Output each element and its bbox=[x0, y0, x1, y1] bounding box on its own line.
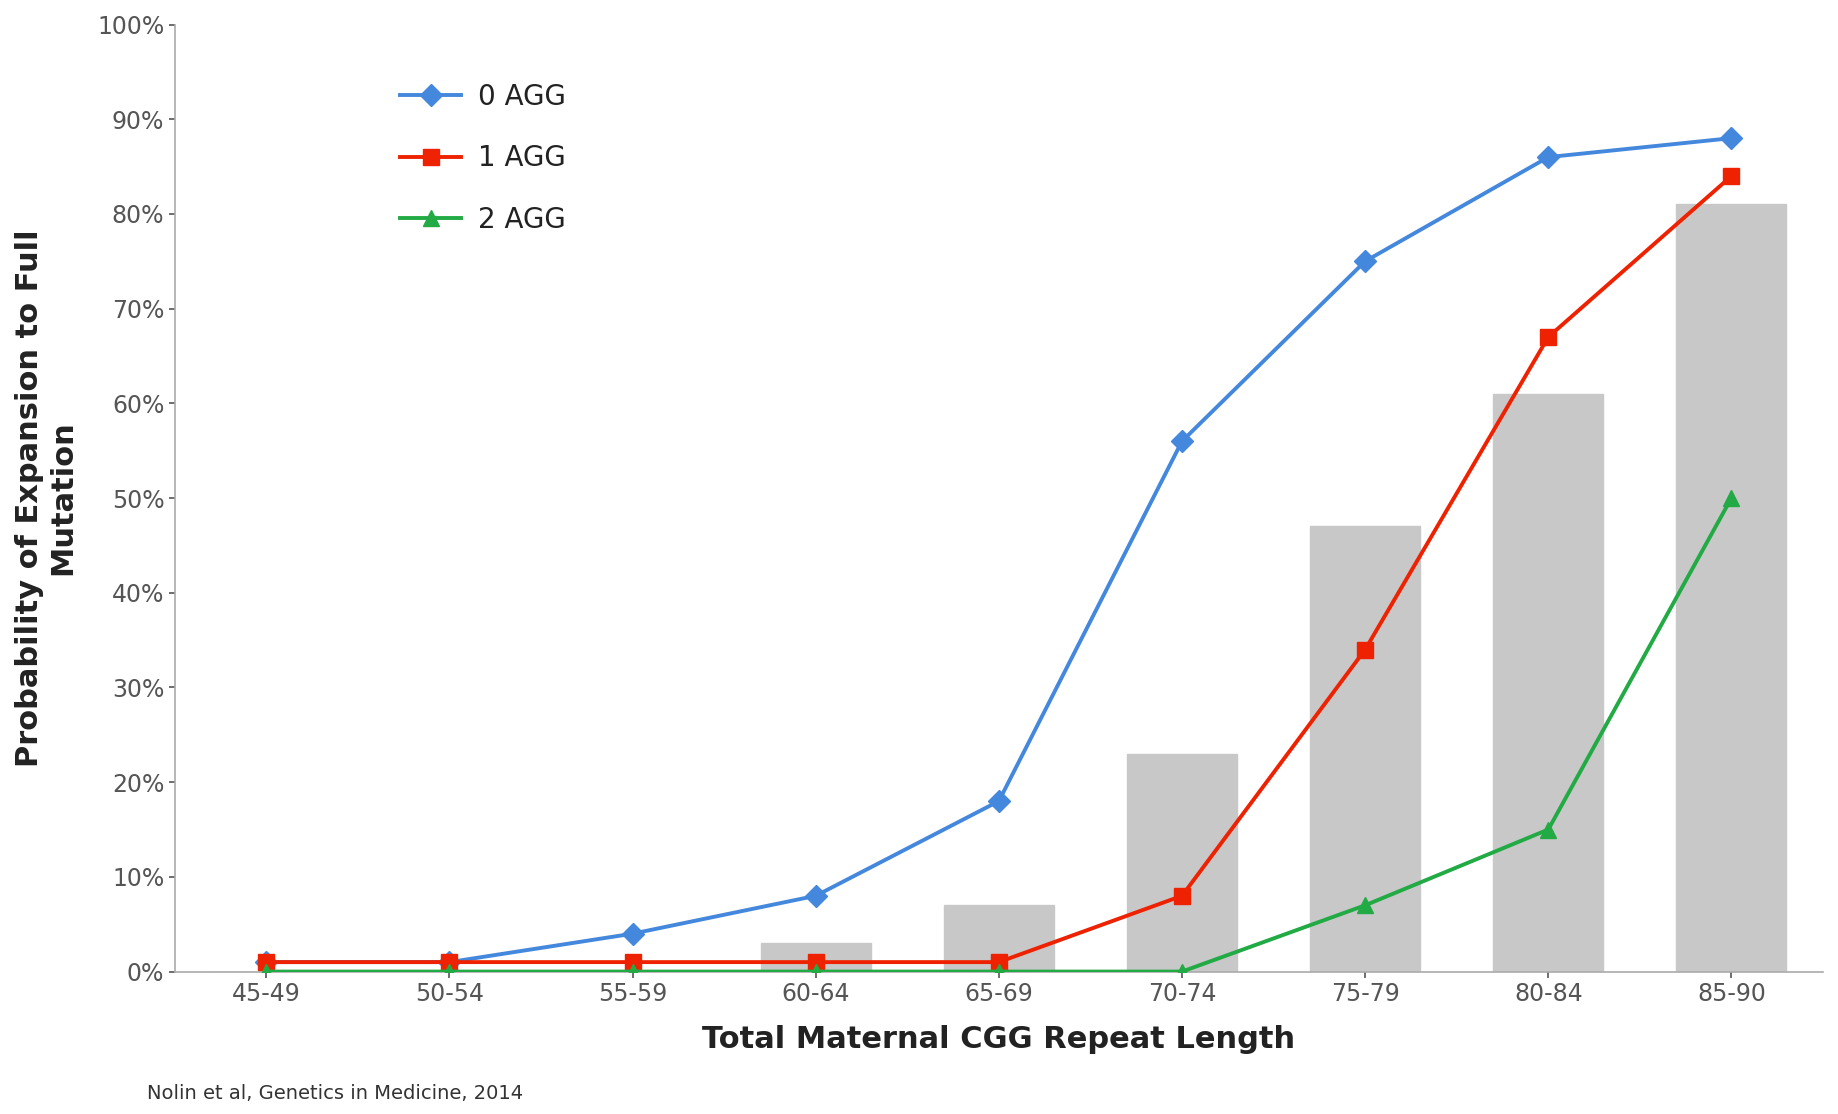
Legend: 0 AGG, 1 AGG, 2 AGG: 0 AGG, 1 AGG, 2 AGG bbox=[390, 72, 577, 245]
0 AGG bbox=[255, 956, 278, 969]
X-axis label: Total Maternal CGG Repeat Length: Total Maternal CGG Repeat Length bbox=[702, 1026, 1296, 1055]
2 AGG bbox=[439, 965, 461, 978]
Bar bbox=[761, 944, 871, 971]
2 AGG bbox=[621, 965, 643, 978]
1 AGG bbox=[987, 956, 1009, 969]
2 AGG bbox=[1355, 899, 1377, 912]
1 AGG bbox=[805, 956, 827, 969]
2 AGG bbox=[1537, 823, 1559, 837]
2 AGG bbox=[987, 965, 1009, 978]
Line: 2 AGG: 2 AGG bbox=[257, 490, 1741, 980]
0 AGG bbox=[621, 927, 643, 940]
0 AGG bbox=[987, 794, 1009, 808]
Line: 1 AGG: 1 AGG bbox=[259, 168, 1739, 970]
1 AGG bbox=[255, 956, 278, 969]
0 AGG bbox=[805, 889, 827, 902]
0 AGG bbox=[1720, 131, 1742, 145]
1 AGG bbox=[1720, 169, 1742, 183]
Bar bbox=[1492, 394, 1603, 971]
Bar bbox=[1310, 527, 1421, 971]
0 AGG bbox=[439, 956, 461, 969]
0 AGG bbox=[1537, 150, 1559, 164]
1 AGG bbox=[439, 956, 461, 969]
Bar bbox=[1127, 754, 1237, 971]
Line: 0 AGG: 0 AGG bbox=[259, 130, 1739, 970]
Bar bbox=[945, 906, 1053, 971]
2 AGG bbox=[1171, 965, 1193, 978]
2 AGG bbox=[255, 965, 278, 978]
1 AGG bbox=[1355, 643, 1377, 656]
1 AGG bbox=[1537, 331, 1559, 344]
Text: Nolin et al, Genetics in Medicine, 2014: Nolin et al, Genetics in Medicine, 2014 bbox=[147, 1084, 524, 1103]
Bar bbox=[1676, 205, 1787, 971]
2 AGG bbox=[1720, 491, 1742, 505]
Y-axis label: Probability of Expansion to Full
Mutation: Probability of Expansion to Full Mutatio… bbox=[15, 229, 77, 766]
0 AGG bbox=[1355, 255, 1377, 268]
1 AGG bbox=[621, 956, 643, 969]
2 AGG bbox=[805, 965, 827, 978]
1 AGG bbox=[1171, 889, 1193, 902]
0 AGG bbox=[1171, 434, 1193, 448]
